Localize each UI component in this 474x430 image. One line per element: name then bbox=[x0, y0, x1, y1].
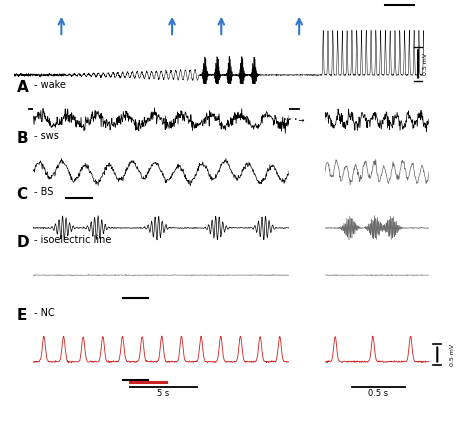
Text: a: a bbox=[42, 123, 48, 132]
Text: - NC: - NC bbox=[35, 308, 55, 318]
Text: - wake: - wake bbox=[35, 80, 66, 90]
Text: C: C bbox=[17, 187, 27, 202]
Text: - sws: - sws bbox=[35, 132, 59, 141]
Text: 5 s: 5 s bbox=[157, 389, 170, 398]
Text: A: A bbox=[17, 80, 28, 95]
Text: 0.5 mV: 0.5 mV bbox=[450, 344, 455, 365]
Text: c: c bbox=[219, 123, 224, 132]
Text: - isoelectric line: - isoelectric line bbox=[35, 235, 112, 245]
Text: - BS: - BS bbox=[35, 187, 54, 197]
Text: 0.5 mV: 0.5 mV bbox=[423, 53, 428, 75]
Text: D: D bbox=[17, 235, 29, 249]
Text: b: b bbox=[165, 123, 171, 132]
Text: 0.5 s: 0.5 s bbox=[368, 389, 388, 398]
Text: e: e bbox=[370, 123, 376, 132]
Text: ···→: ···→ bbox=[281, 114, 305, 125]
Text: d: d bbox=[280, 123, 286, 132]
Text: B: B bbox=[17, 132, 28, 146]
Text: E: E bbox=[17, 308, 27, 322]
